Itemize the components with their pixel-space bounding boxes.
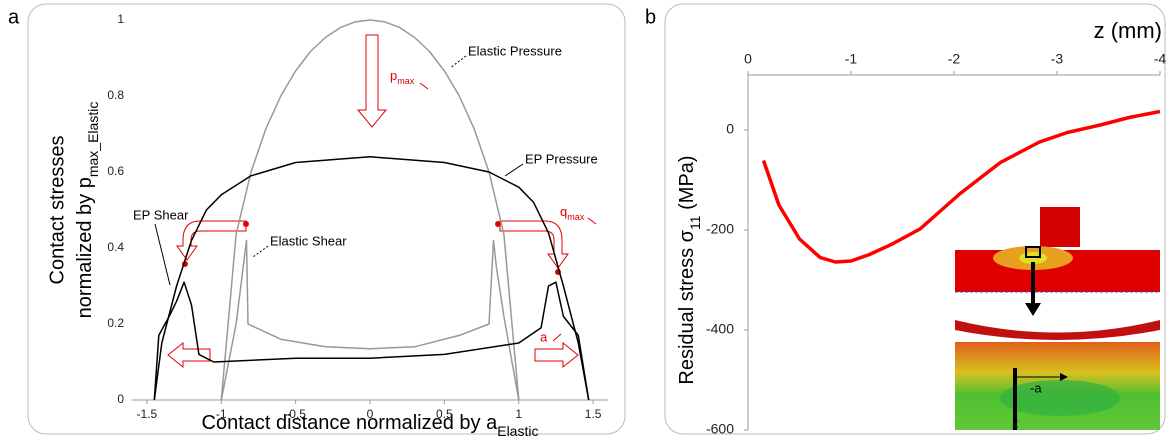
y-axis-label-text: normalized by p: [74, 177, 96, 318]
x-tick-label: 0.5: [436, 407, 453, 421]
fe-inset: -a z: [955, 207, 1160, 430]
x-tick-label: -1: [845, 51, 858, 67]
x-axis-label-text: Contact distance normalized by a: [202, 412, 499, 434]
x-tick-label: 1: [515, 407, 522, 421]
marker-text: q: [560, 204, 567, 219]
panel-frame: [27, 3, 626, 435]
x-tick-label: -1.5: [137, 407, 158, 421]
series-line: [220, 239, 520, 401]
series-line: [220, 19, 520, 401]
x-tick-label: 0: [744, 51, 752, 67]
y-tick-label: 0.8: [107, 88, 124, 102]
marker-label: pmax: [390, 68, 415, 86]
y-axis-label-suffix: (MPa): [676, 155, 698, 215]
y-axis-label-sub: max_Elastic: [85, 102, 101, 177]
x-tick-label: -0.5: [285, 407, 306, 421]
x-axis-label-sub: Elastic: [497, 423, 538, 438]
marker-text: p: [390, 68, 397, 83]
y-tick-label: 1: [117, 12, 124, 26]
inset-label: z: [1012, 415, 1019, 430]
y-tick-label: 0: [117, 392, 124, 406]
x-tick-label: -1: [216, 407, 227, 421]
marker-sub: max: [567, 212, 585, 222]
series-line: [153, 281, 590, 401]
series-line: [761, 109, 1161, 264]
panel-label: a: [8, 6, 20, 28]
inset-label: -a: [1030, 380, 1042, 395]
y-axis-label-sub: 11: [687, 215, 703, 230]
y-axis-label: normalized by pmax_Elastic: [74, 102, 100, 319]
leader: [252, 245, 269, 258]
leader: [504, 163, 524, 177]
x-tick-label: 0: [367, 407, 374, 421]
series-annotation: EP Shear: [133, 207, 189, 222]
y-tick-label: 0.6: [107, 164, 124, 178]
red-arrows: [167, 34, 597, 369]
x-tick-label: 1.5: [585, 407, 602, 421]
y-tick-label: -600: [706, 421, 734, 437]
y-tick-label: 0.2: [107, 316, 124, 330]
series-annotation: Elastic Pressure: [468, 43, 562, 58]
panel-label: b: [645, 6, 656, 28]
series-line: [153, 156, 590, 401]
marker-sub: max: [397, 76, 415, 86]
y-axis-label: Contact stresses: [46, 136, 68, 285]
marker-label: a: [540, 329, 548, 344]
series-annotation: EP Pressure: [525, 151, 598, 166]
series-annotation: Elastic Shear: [270, 233, 347, 248]
y-tick-label: -200: [706, 221, 734, 237]
y-axis-label-text: Residual stress σ: [676, 229, 698, 384]
y-axis-label: Residual stress σ11 (MPa): [676, 155, 702, 384]
x-axis-label: Contact distance normalized by aElastic: [202, 412, 539, 438]
panel-frame: [664, 3, 1166, 435]
leader: [154, 223, 171, 286]
x-tick-label: -4: [1154, 51, 1167, 67]
x-tick-label: -2: [948, 51, 961, 67]
marker-label: qmax: [560, 204, 585, 222]
y-tick-label: -400: [706, 321, 734, 337]
x-axis-label: z (mm): [1094, 18, 1162, 43]
y-tick-label: 0: [726, 121, 734, 137]
y-tick-label: 0.4: [107, 240, 124, 254]
leader: [449, 55, 467, 69]
x-tick-label: -3: [1051, 51, 1064, 67]
